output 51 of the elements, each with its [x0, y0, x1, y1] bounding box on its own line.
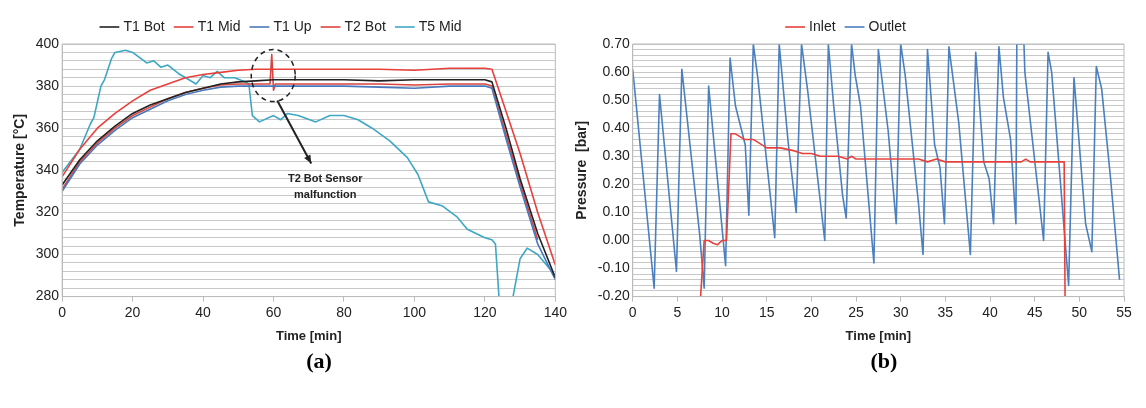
text: (a)	[305, 348, 333, 374]
legend-label: T5 Mid	[418, 17, 462, 34]
x-tick-label: 5	[673, 303, 682, 320]
y-tick-label: 0.70	[602, 34, 630, 51]
y-tick-label: 300	[35, 245, 60, 262]
x-tick-label: 50	[1071, 303, 1088, 320]
x-tick-label: 40	[982, 303, 999, 320]
text: (b)	[869, 348, 899, 374]
legend-label: Inlet	[809, 17, 836, 34]
x-tick-label: 0	[58, 303, 67, 320]
y-tick-label: 0.40	[602, 119, 630, 136]
y-axis-title: Temperature [°C]	[11, 113, 28, 227]
legend-label: T2 Bot	[344, 17, 386, 34]
x-tick-label: 100	[402, 303, 427, 320]
y-axis-title: Pressure [bar]	[573, 120, 590, 220]
x-tick-label: 20	[803, 303, 820, 320]
x-tick-label: 80	[336, 303, 352, 320]
y-tick-label: 280	[35, 287, 60, 304]
x-tick-label: 30	[892, 303, 909, 320]
legend-label: Outlet	[868, 17, 907, 34]
legend-label: T1 Bot	[123, 17, 165, 34]
y-tick-label: 320	[35, 203, 60, 220]
x-tick-label: 140	[543, 303, 568, 320]
y-tick-label: 0.00	[602, 231, 630, 248]
x-tick-label: 55	[1116, 303, 1132, 320]
x-axis-title: Time [min]	[275, 327, 342, 343]
x-tick-label: 0	[628, 303, 637, 320]
y-tick-label: 0.50	[602, 90, 630, 107]
y-tick-label: 0.60	[602, 62, 630, 79]
x-tick-label: 20	[124, 303, 141, 320]
x-tick-label: 10	[714, 303, 731, 320]
x-tick-label: 120	[473, 303, 497, 320]
x-tick-label: 15	[758, 303, 775, 320]
x-tick-label: 40	[195, 303, 212, 320]
x-tick-label: 25	[848, 303, 865, 320]
annotation: T2 Bot Sensor malfunction	[287, 172, 364, 201]
y-tick-label: 0.20	[602, 175, 630, 192]
y-tick-label: -0.20	[597, 287, 630, 304]
y-tick-label: 0.10	[602, 203, 630, 220]
legend-label: T1 Mid	[197, 17, 241, 34]
y-tick-label: 360	[35, 119, 60, 136]
y-tick-label: -0.10	[597, 259, 630, 276]
y-tick-label: 400	[35, 34, 60, 51]
x-tick-label: 45	[1026, 303, 1043, 320]
y-tick-label: 380	[35, 76, 60, 93]
x-tick-label: 60	[265, 303, 282, 320]
x-tick-label: 35	[937, 303, 954, 320]
y-tick-label: 340	[35, 161, 60, 178]
y-tick-label: 0.30	[602, 147, 630, 164]
legend-label: T1 Up	[273, 17, 312, 34]
x-axis-title: Time [min]	[845, 327, 912, 343]
